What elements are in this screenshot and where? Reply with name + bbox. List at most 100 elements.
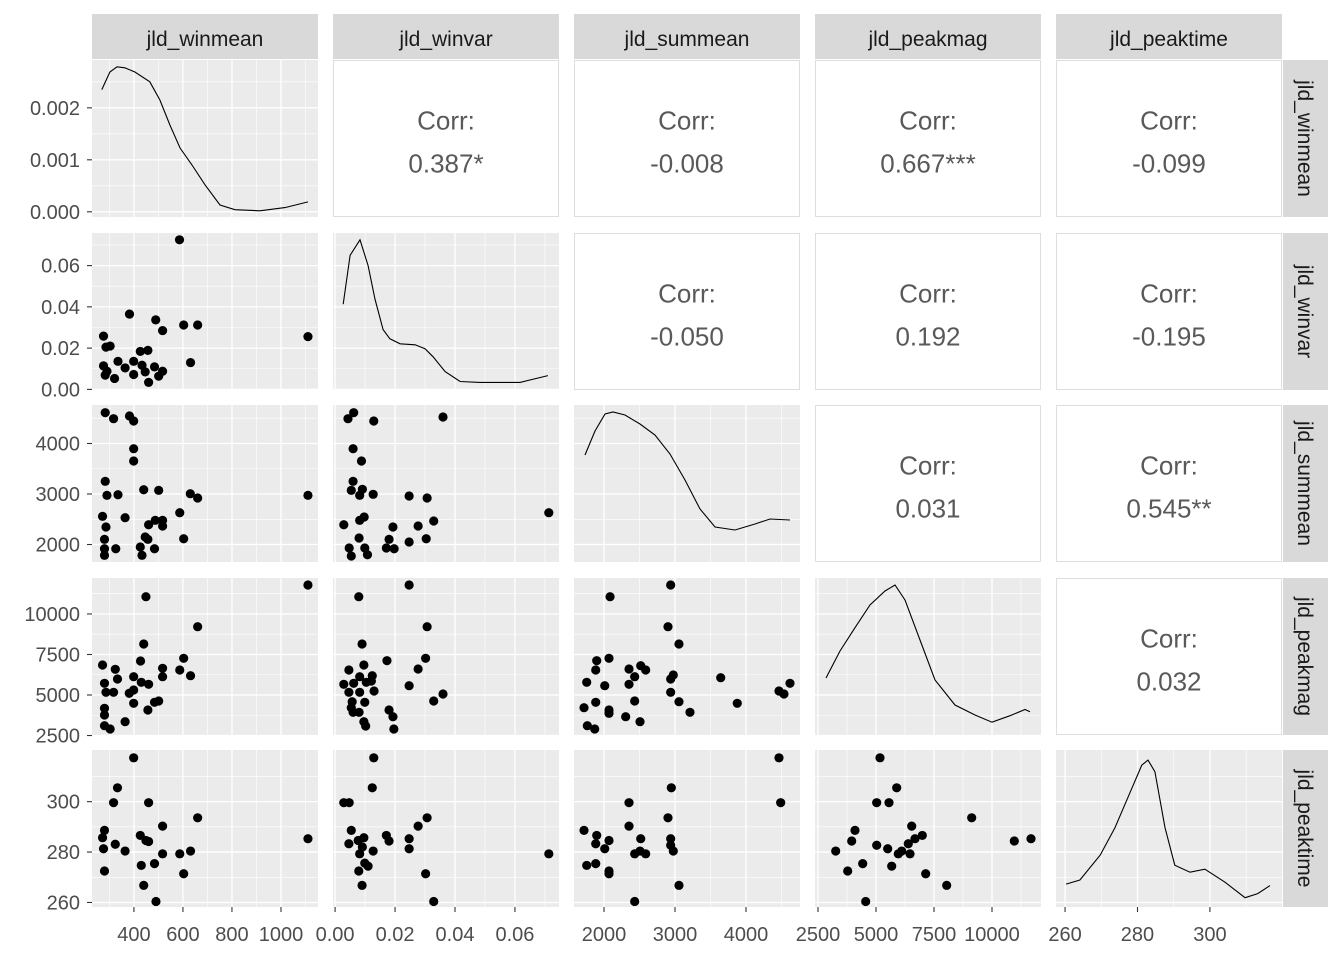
scatter-point <box>917 830 927 841</box>
panel-jld_summean-jld_summean <box>574 405 800 562</box>
scatter-point <box>421 534 431 544</box>
scatter-point <box>354 592 364 602</box>
scatter-point <box>624 798 634 808</box>
scatter-point <box>636 834 646 844</box>
scatter-point <box>942 880 952 890</box>
scatter-point <box>139 639 149 649</box>
scatter-point <box>179 869 189 879</box>
scatter-point <box>413 821 423 831</box>
scatter-point <box>179 653 189 663</box>
scatter-point <box>389 724 399 734</box>
scatter-point <box>129 416 139 426</box>
scatter-point <box>359 660 369 670</box>
scatter-point <box>344 543 354 553</box>
column-strip-label: jld_peakmag <box>867 28 987 51</box>
scatter-point <box>149 859 160 869</box>
corr-panel-background <box>574 233 800 390</box>
scatter-point <box>129 356 139 366</box>
scatter-point <box>144 836 154 847</box>
scatter-point <box>369 753 379 763</box>
y-tick-label: 260 <box>47 892 80 914</box>
scatter-point <box>624 821 634 831</box>
row-strip <box>1283 750 1328 907</box>
panel-jld_peaktime-jld_peakmag <box>815 750 1041 907</box>
y-tick-label: 0.001 <box>30 150 80 172</box>
scatter-point <box>349 408 359 418</box>
panel-jld_peaktime-jld_peaktime <box>1056 750 1282 907</box>
corr-panel-background <box>815 60 1041 217</box>
scatter-point <box>843 866 853 876</box>
corr-panel-jld_winmean-jld_peakmag: Corr: 0.667*** <box>815 60 1041 217</box>
density-line-jld_winmean <box>101 66 309 212</box>
scatter-point <box>129 369 139 380</box>
scatter-point <box>355 672 365 682</box>
scatter-point <box>100 370 110 380</box>
scatter-point <box>349 678 359 688</box>
y-tick-label: 10000 <box>24 604 80 626</box>
scatter-point <box>421 653 431 663</box>
density-line-jld_winvar <box>342 238 549 383</box>
panel-jld_peakmag-jld_winmean <box>92 578 318 737</box>
scatter-point <box>151 315 161 325</box>
corr-panel-jld_winvar-jld_peakmag: Corr: 0.192 <box>815 233 1041 390</box>
scatter-point <box>674 880 684 890</box>
scatter-point <box>907 821 917 831</box>
scatter-point <box>674 639 684 649</box>
x-tick-label: 3000 <box>653 924 698 946</box>
panel-jld_winvar-jld_winvar <box>333 233 559 391</box>
scatter-point <box>368 489 378 499</box>
scatter-point <box>129 456 139 466</box>
corr-value: 0.387* <box>408 149 483 179</box>
scatter-point <box>303 834 313 844</box>
scatter-point <box>361 721 371 731</box>
scatter-point <box>592 830 602 841</box>
x-tick-label: 800 <box>215 924 248 946</box>
y-tick-label: 0.002 <box>30 98 80 120</box>
column-strip <box>574 14 800 59</box>
scatter-point <box>422 493 432 503</box>
corr-label: Corr: <box>899 279 957 309</box>
scatter-point <box>413 521 423 531</box>
scatter-point <box>144 377 154 387</box>
scatter-point <box>102 490 112 500</box>
density-line-jld_summean <box>584 411 791 531</box>
corr-panel-jld_summean-jld_peaktime: Corr: 0.545** <box>1056 405 1282 562</box>
scatter-point <box>185 846 196 856</box>
scatter-point <box>110 664 120 674</box>
column-strip <box>333 14 559 59</box>
scatter-point <box>97 833 108 843</box>
scatter-point <box>579 703 589 713</box>
scatter-point <box>544 849 554 859</box>
corr-value: 0.192 <box>895 322 960 352</box>
x-tick-label: 5000 <box>854 924 899 946</box>
scatter-point <box>404 681 414 691</box>
scatter-point <box>157 521 168 531</box>
scatter-point <box>108 687 119 697</box>
scatter-point <box>624 664 634 674</box>
scatter-point <box>621 712 631 722</box>
scatter-point <box>600 844 610 854</box>
corr-label: Corr: <box>417 106 475 136</box>
scatter-point <box>590 724 600 734</box>
scatter-point <box>357 880 367 890</box>
scatter-point <box>604 653 614 663</box>
scatter-point <box>136 860 146 871</box>
scatter-point <box>136 677 146 687</box>
scatter-point <box>382 656 392 666</box>
scatter-point <box>100 476 110 486</box>
scatter-point <box>144 798 154 808</box>
scatter-point <box>339 679 349 689</box>
row-strip <box>1283 578 1328 735</box>
scatter-point <box>363 861 373 871</box>
scatter-point <box>135 346 145 357</box>
scatter-point <box>591 665 601 675</box>
scatter-point <box>343 414 353 424</box>
scatter-point <box>109 373 120 384</box>
y-tick-label: 5000 <box>36 685 81 707</box>
y-tick-label: 2000 <box>36 535 81 557</box>
y-tick-label: 0.02 <box>41 338 80 360</box>
corr-panel-jld_winmean-jld_peaktime: Corr: -0.099 <box>1056 60 1282 217</box>
corr-value: -0.050 <box>650 322 724 352</box>
scatter-point <box>591 839 601 849</box>
scatter-point <box>346 485 356 495</box>
